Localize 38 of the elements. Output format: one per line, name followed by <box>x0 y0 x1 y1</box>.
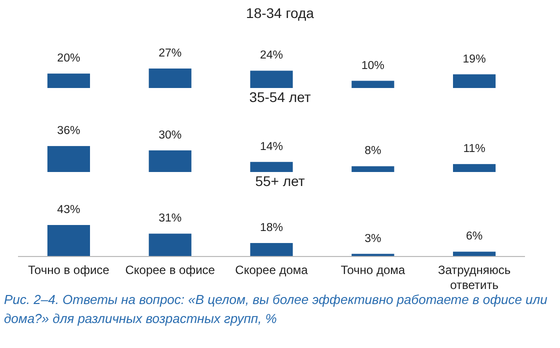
bar <box>453 74 496 88</box>
x-tick-label: Скорее дома <box>235 263 308 277</box>
data-label: 27% <box>158 48 182 60</box>
bar <box>148 234 192 256</box>
bar <box>250 162 293 172</box>
data-label: 6% <box>466 230 483 243</box>
data-label: 10% <box>361 60 384 72</box>
chart-title: 35-54 лет <box>249 89 312 105</box>
chart-title: 55+ лет <box>255 173 306 189</box>
bar <box>47 225 90 256</box>
bar <box>453 164 496 172</box>
bar <box>250 243 293 256</box>
data-label: 36% <box>57 125 80 138</box>
bar <box>47 74 90 88</box>
data-label: 18% <box>260 222 284 234</box>
data-label: 43% <box>57 204 80 216</box>
data-label: 14% <box>260 140 284 153</box>
data-label: 20% <box>57 52 80 65</box>
data-label: 8% <box>364 145 382 158</box>
x-tick-label: Точно дома <box>340 263 406 277</box>
data-label: 3% <box>364 232 382 245</box>
data-label: 19% <box>462 53 486 66</box>
bar <box>47 146 90 172</box>
data-label: 30% <box>158 129 182 142</box>
bar <box>453 252 496 256</box>
chart-title: 18-34 года <box>246 5 314 21</box>
text: Рис. 2–4. Ответы на вопрос: «В целом, вы более эффективно работаете в офисе или дома?» для различных возрастных групп, % <box>4 292 548 326</box>
x-tick-label: Точно в офисе <box>28 263 110 277</box>
x-tick-label: Затрудняюсь ответить <box>438 263 511 292</box>
bar <box>148 68 192 88</box>
data-label: 11% <box>463 143 486 156</box>
bar <box>250 70 293 88</box>
data-label: 31% <box>158 212 182 225</box>
data-label: 24% <box>260 50 284 62</box>
bar <box>352 166 394 172</box>
x-tick-label: Скорее в офисе <box>125 263 216 277</box>
bar <box>352 80 394 88</box>
bar <box>148 150 192 172</box>
